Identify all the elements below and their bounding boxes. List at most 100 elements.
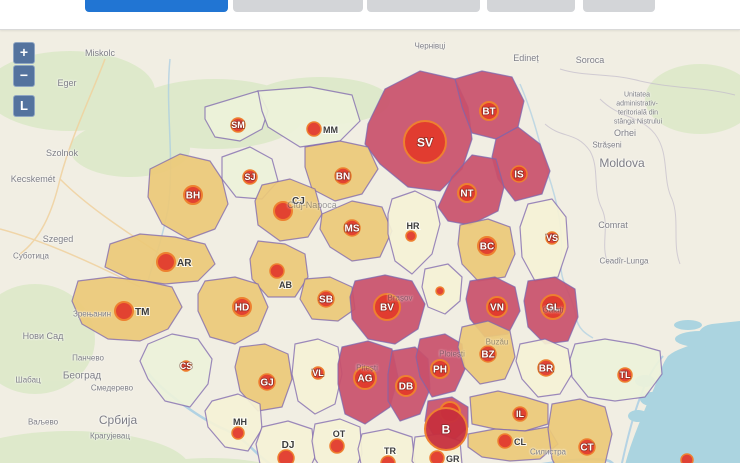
toolbar-tab-2[interactable] — [233, 0, 363, 12]
marker-label-B: B — [442, 422, 451, 436]
marker-NT[interactable] — [457, 183, 477, 203]
marker-label-MS: MS — [345, 224, 360, 235]
marker-label-IL: IL — [516, 409, 525, 419]
marker-GL[interactable] — [540, 294, 566, 320]
map-zoom-controls: + − L — [13, 42, 35, 117]
marker-HR[interactable] — [405, 230, 417, 242]
marker-label-CL: CL — [514, 437, 526, 447]
marker-TM[interactable] — [114, 301, 134, 321]
marker-label-BZ: BZ — [481, 350, 494, 361]
marker-BT[interactable] — [479, 101, 499, 121]
marker-offshore[interactable] — [680, 453, 694, 463]
zoom-in-button[interactable]: + — [13, 42, 35, 64]
marker-CJ[interactable] — [273, 201, 293, 221]
admin-borders — [544, 68, 736, 265]
marker-label-TL: TL — [620, 370, 631, 380]
marker-label-BN: BN — [336, 172, 350, 183]
marker-PH[interactable] — [430, 359, 450, 379]
marker-label-VN: VN — [490, 303, 504, 314]
marker-TR[interactable] — [380, 455, 396, 463]
marker-BC[interactable] — [477, 236, 497, 256]
marker-BV[interactable] — [373, 293, 401, 321]
county-IL[interactable] — [469, 390, 549, 432]
marker-label-SM: SM — [231, 120, 245, 130]
marker-BR[interactable] — [537, 359, 555, 377]
marker-label-GL: GL — [546, 303, 560, 314]
marker-label-BH: BH — [186, 191, 200, 202]
marker-MM[interactable] — [306, 121, 322, 137]
marker-label-SB: SB — [319, 295, 333, 306]
marker-BZ[interactable] — [479, 345, 497, 363]
county-DJ[interactable] — [255, 420, 316, 463]
marker-MH[interactable] — [231, 426, 245, 440]
marker-label-SV: SV — [417, 135, 433, 149]
marker-label-DB: DB — [399, 382, 413, 393]
marker-SV[interactable] — [403, 120, 447, 164]
marker-label-IS: IS — [514, 170, 524, 181]
marker-VL[interactable] — [311, 366, 325, 380]
marker-label-TM: TM — [135, 307, 149, 318]
marker-label-VS: VS — [546, 233, 558, 243]
marker-BH[interactable] — [183, 185, 203, 205]
marker-AB[interactable] — [269, 263, 285, 279]
marker-IS[interactable] — [510, 165, 528, 183]
toolbar-tab-5[interactable] — [583, 0, 655, 12]
toolbar-tab-3[interactable] — [367, 0, 480, 12]
marker-GR[interactable] — [429, 450, 445, 463]
marker-label-GJ: GJ — [260, 378, 273, 389]
marker-label-DJ: DJ — [282, 440, 295, 451]
top-toolbar — [0, 0, 740, 30]
marker-label-NT: NT — [460, 189, 473, 200]
county-CS[interactable] — [139, 333, 213, 408]
county-MH[interactable] — [204, 393, 263, 452]
marker-DJ[interactable] — [277, 449, 295, 463]
marker-label-OT: OT — [333, 429, 346, 439]
marker-label-GR: GR — [446, 454, 460, 463]
marker-label-PH: PH — [433, 365, 447, 376]
marker-GJ[interactable] — [258, 373, 276, 391]
marker-label-AG: AG — [358, 374, 373, 385]
marker-label-CJ: CJ — [292, 196, 305, 207]
marker-CS[interactable] — [180, 360, 192, 372]
marker-B[interactable] — [424, 407, 468, 451]
toolbar-tab-1[interactable] — [85, 0, 228, 12]
marker-VS[interactable] — [545, 231, 559, 245]
marker-CL[interactable] — [497, 433, 513, 449]
marker-label-TR: TR — [384, 446, 396, 456]
county-VS[interactable] — [519, 198, 569, 282]
marker-IL[interactable] — [512, 406, 528, 422]
marker-label-HR: HR — [407, 221, 420, 231]
marker-label-VL: VL — [312, 368, 324, 378]
marker-AR[interactable] — [156, 252, 176, 272]
county-TR[interactable] — [357, 428, 416, 463]
marker-CV[interactable] — [435, 286, 445, 296]
marker-label-HD: HD — [235, 303, 249, 314]
map-canvas[interactable]: SM MM SV BT IS NT SJ BN BH CJ MS HR BC VS AR AB SB TM HD BV… — [0, 29, 740, 463]
marker-CT[interactable] — [578, 438, 596, 456]
marker-HD[interactable] — [232, 297, 252, 317]
toolbar-tab-4[interactable] — [487, 0, 575, 12]
marker-label-BC: BC — [480, 242, 494, 253]
marker-MS[interactable] — [343, 219, 361, 237]
black-sea — [625, 320, 740, 463]
marker-SB[interactable] — [317, 290, 335, 308]
marker-OT[interactable] — [329, 438, 345, 454]
marker-label-AB: AB — [279, 280, 292, 290]
marker-DB[interactable] — [395, 375, 417, 397]
marker-VN[interactable] — [486, 296, 508, 318]
zoom-out-button[interactable]: − — [13, 65, 35, 87]
marker-label-MM: MM — [323, 125, 338, 135]
marker-label-BV: BV — [380, 303, 394, 314]
marker-SJ[interactable] — [242, 169, 258, 185]
marker-label-CT: CT — [580, 443, 593, 454]
county-CL[interactable] — [467, 426, 559, 462]
marker-TL[interactable] — [617, 367, 633, 383]
layers-button[interactable]: L — [13, 95, 35, 117]
marker-BN[interactable] — [334, 167, 352, 185]
marker-AG[interactable] — [353, 366, 377, 390]
marker-SM[interactable] — [230, 117, 246, 133]
county-TL[interactable] — [569, 338, 663, 402]
county-CT[interactable] — [547, 398, 613, 463]
